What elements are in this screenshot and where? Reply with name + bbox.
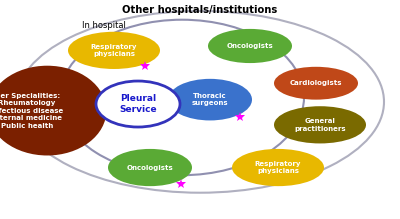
Ellipse shape <box>96 81 180 127</box>
Ellipse shape <box>274 67 358 100</box>
Ellipse shape <box>208 29 292 63</box>
Text: Thoracic
surgeons: Thoracic surgeons <box>192 93 228 106</box>
Ellipse shape <box>108 149 192 186</box>
Text: Oncologists: Oncologists <box>227 43 273 49</box>
Ellipse shape <box>168 79 252 120</box>
Ellipse shape <box>16 11 384 193</box>
Text: In hospital: In hospital <box>82 21 126 30</box>
Ellipse shape <box>232 149 324 186</box>
Ellipse shape <box>68 32 160 69</box>
Ellipse shape <box>0 66 106 155</box>
Ellipse shape <box>274 106 366 143</box>
Text: Respiratory
physicians: Respiratory physicians <box>255 161 301 174</box>
Text: Cardiologists: Cardiologists <box>290 80 342 86</box>
Text: Other Specialities:
• Rheumatology
• Infectious disease
• Internal medicine
• Pu: Other Specialities: • Rheumatology • Inf… <box>0 93 63 129</box>
Text: Oncologists: Oncologists <box>127 164 173 171</box>
Text: Pleural
Service: Pleural Service <box>119 94 157 114</box>
Text: General
practitioners: General practitioners <box>294 118 346 132</box>
Ellipse shape <box>60 20 304 175</box>
Text: Respiratory
physicians: Respiratory physicians <box>91 44 137 57</box>
Text: Other hospitals/institutions: Other hospitals/institutions <box>122 5 278 16</box>
